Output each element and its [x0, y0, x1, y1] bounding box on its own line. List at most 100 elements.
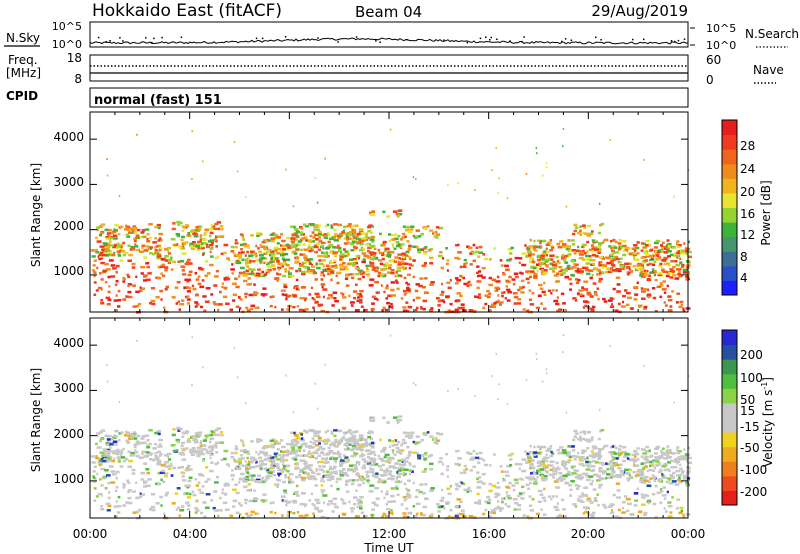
- power-echo-cell: [261, 241, 266, 244]
- noise-search-dot: [97, 36, 100, 39]
- power-echo-cell: [203, 309, 207, 312]
- velocity-echo-cell: [402, 463, 407, 467]
- power-echo-cell: [415, 283, 420, 286]
- power-echo-cell: [235, 285, 240, 289]
- velocity-echo-cell: [303, 466, 309, 470]
- power-echo-cell: [556, 242, 561, 246]
- power-echo-cell: [170, 238, 176, 241]
- velocity-echo-cell: [166, 452, 172, 456]
- power-echo-cell: [189, 242, 194, 246]
- power-echo-cell: [423, 227, 427, 231]
- power-echo-cell: [267, 270, 270, 274]
- power-echo-cell: [230, 250, 235, 253]
- power-echo-cell: [488, 309, 492, 312]
- power-echo-cell: [356, 299, 361, 303]
- noise-search-dot: [443, 39, 445, 41]
- velocity-colorbar-tick: 100: [740, 371, 763, 385]
- velocity-echo-cell: [281, 499, 284, 502]
- velocity-echo-cell: [562, 334, 565, 336]
- power-echo-cell: [312, 236, 316, 239]
- velocity-echo-cell: [571, 449, 576, 452]
- velocity-echo-cell: [248, 474, 252, 477]
- power-echo-cell: [449, 302, 453, 306]
- power-echo-cell: [327, 240, 331, 244]
- power-echo-cell: [622, 244, 627, 248]
- power-echo-cell: [321, 251, 324, 254]
- power-echo-cell: [573, 229, 577, 233]
- velocity-echo-cell: [323, 457, 328, 461]
- noise-search-dot: [153, 37, 155, 40]
- velocity-echo-cell: [586, 478, 591, 482]
- power-echo-cell: [591, 247, 594, 250]
- velocity-echo-cell: [115, 452, 120, 456]
- velocity-echo-cell: [285, 458, 289, 462]
- velocity-colorbar-swatch: [722, 490, 737, 506]
- power-echo-cell: [223, 251, 227, 255]
- velocity-echo-cell: [586, 440, 592, 443]
- power-echo-cell: [242, 238, 245, 241]
- velocity-echo-cell: [276, 441, 279, 444]
- velocity-echo-cell: [318, 460, 324, 464]
- velocity-echo-cell: [358, 445, 364, 449]
- velocity-echo-cell: [279, 469, 285, 472]
- power-echo-cell: [100, 261, 106, 265]
- velocity-echo-cell: [549, 445, 553, 448]
- velocity-echo-cell: [667, 501, 672, 504]
- velocity-echo-cell: [244, 498, 248, 502]
- velocity-echo-cell: [287, 500, 292, 504]
- velocity-echo-cell: [302, 449, 306, 452]
- power-echo-cell: [352, 263, 357, 266]
- velocity-echo-cell: [379, 438, 382, 442]
- power-echo-cell: [280, 233, 284, 236]
- power-echo-cell: [488, 283, 493, 287]
- power-echo-cell: [582, 306, 586, 309]
- velocity-colorbar-tick: -200: [740, 485, 767, 499]
- velocity-echo-cell: [493, 453, 496, 456]
- velocity-echo-cell: [506, 494, 511, 498]
- velocity-echo-cell: [653, 452, 658, 455]
- velocity-echo-cell: [235, 491, 240, 495]
- velocity-echo-cell: [522, 514, 526, 517]
- velocity-echo-cell: [429, 435, 434, 438]
- power-echo-cell: [160, 258, 165, 261]
- velocity-echo-cell: [455, 450, 458, 453]
- power-echo-cell: [381, 244, 386, 247]
- power-echo-cell: [668, 272, 672, 275]
- power-echo-cell: [99, 233, 103, 237]
- velocity-echo-cell: [536, 358, 538, 361]
- velocity-echo-cell: [280, 450, 283, 453]
- velocity-echo-cell: [665, 480, 670, 484]
- velocity-echo-cell: [421, 492, 426, 495]
- power-echo-cell: [407, 310, 410, 313]
- velocity-echo-cell: [422, 513, 426, 517]
- power-echo-cell: [295, 287, 299, 291]
- power-echo-cell: [533, 271, 536, 275]
- power-echo-cell: [397, 274, 400, 277]
- velocity-echo-cell: [403, 462, 406, 465]
- power-echo-cell: [661, 267, 664, 270]
- power-echo-cell: [617, 302, 621, 306]
- velocity-echo-cell: [555, 467, 561, 471]
- power-echo-cell: [526, 309, 530, 312]
- velocity-echo-cell: [116, 450, 121, 454]
- velocity-echo-cell: [187, 438, 191, 441]
- power-echo-cell: [639, 268, 643, 271]
- power-echo-cell: [387, 294, 392, 297]
- velocity-echo-cell: [622, 446, 627, 449]
- velocity-echo-cell: [489, 511, 494, 514]
- velocity-echo-cell: [233, 460, 237, 463]
- velocity-echo-cell: [385, 467, 389, 471]
- velocity-echo-cell: [231, 478, 234, 481]
- velocity-echo-cell: [217, 433, 220, 437]
- power-echo-cell: [481, 266, 486, 270]
- velocity-echo-cell: [308, 446, 312, 449]
- power-echo-cell: [602, 297, 606, 301]
- power-echo-cell: [295, 243, 300, 246]
- power-echo-cell: [607, 270, 613, 274]
- velocity-echo-cell: [213, 490, 218, 493]
- velocity-echo-cell: [235, 445, 238, 448]
- velocity-echo-cell: [468, 489, 473, 493]
- velocity-echo-cell: [598, 483, 603, 487]
- power-echo-cell: [427, 249, 432, 252]
- velocity-echo-cell: [330, 476, 334, 480]
